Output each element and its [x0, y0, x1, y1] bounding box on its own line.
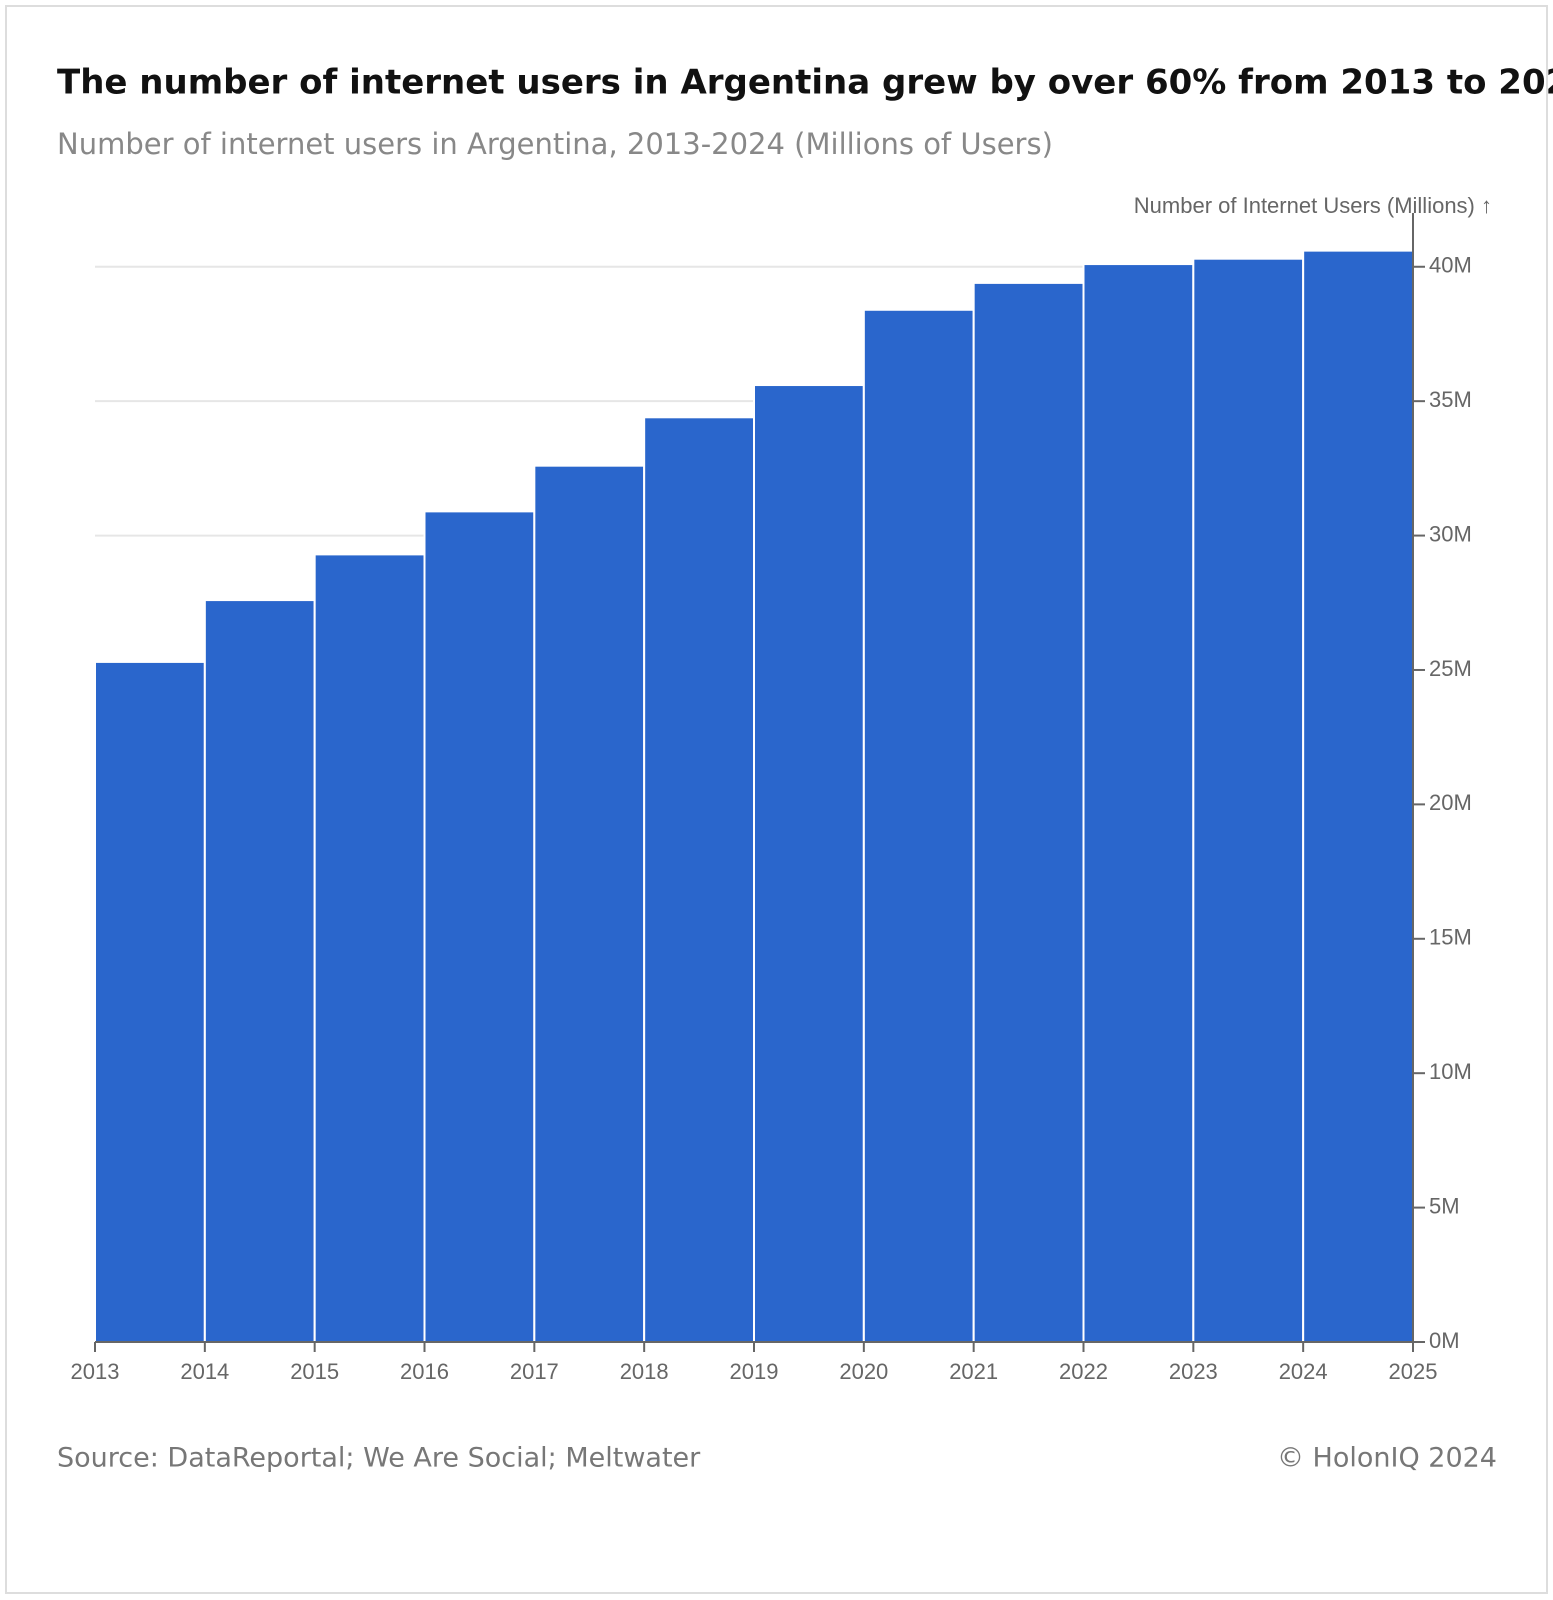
- y-axis-title: Number of Internet Users (Millions) ↑: [1134, 193, 1492, 218]
- x-tick-label: 2024: [1279, 1359, 1328, 1384]
- bar: [862, 308, 975, 1343]
- bar: [1082, 263, 1195, 1343]
- bar: [94, 660, 206, 1343]
- x-tick-label: 2017: [510, 1359, 559, 1384]
- bar: [203, 599, 316, 1343]
- bar: [1192, 257, 1305, 1343]
- bar: [313, 553, 426, 1343]
- x-tick-label: 2022: [1059, 1359, 1108, 1384]
- bar: [643, 416, 756, 1343]
- bar: [423, 510, 536, 1343]
- y-tick-label: 15M: [1429, 925, 1472, 950]
- x-tick-label: 2020: [839, 1359, 888, 1384]
- y-tick-label: 40M: [1429, 253, 1472, 278]
- y-tick-label: 5M: [1429, 1193, 1460, 1218]
- y-tick-label: 0M: [1429, 1328, 1460, 1353]
- y-tick-label: 25M: [1429, 656, 1472, 681]
- x-tick-label: 2014: [180, 1359, 229, 1384]
- y-tick-label: 30M: [1429, 521, 1472, 546]
- copyright: © HolonIQ 2024: [1277, 1443, 1497, 1474]
- source: Source: DataReportal; We Are Social; Mel…: [57, 1443, 701, 1474]
- chart-title: The number of internet users in Argentin…: [57, 63, 1553, 103]
- x-tick-label: 2018: [620, 1359, 669, 1384]
- bar: [972, 281, 1085, 1343]
- bar: [753, 384, 865, 1343]
- x-tick-label: 2015: [290, 1359, 339, 1384]
- chart-subtitle: Number of internet users in Argentina, 2…: [57, 127, 1053, 161]
- bar: [533, 464, 646, 1343]
- y-tick-label: 10M: [1429, 1059, 1472, 1084]
- x-tick-label: 2023: [1169, 1359, 1218, 1384]
- x-tick-label: 2019: [730, 1359, 779, 1384]
- x-tick-label: 2016: [400, 1359, 449, 1384]
- x-tick-label: 2013: [71, 1359, 120, 1384]
- bar: [1302, 249, 1414, 1344]
- x-tick-label: 2021: [949, 1359, 998, 1384]
- y-tick-label: 20M: [1429, 790, 1472, 815]
- y-tick-label: 35M: [1429, 387, 1472, 412]
- x-tick-label: 2025: [1389, 1359, 1438, 1384]
